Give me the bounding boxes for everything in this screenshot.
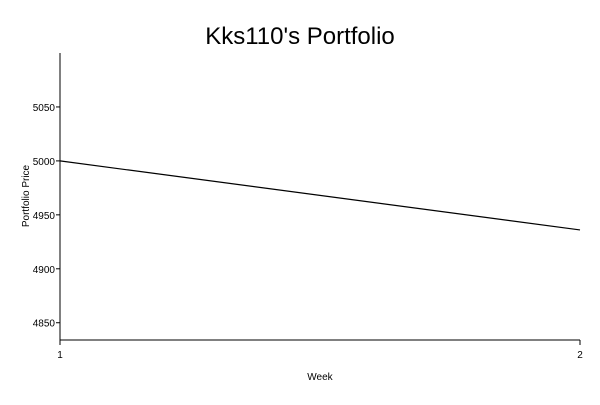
y-tick-label: 4900 (33, 265, 56, 276)
y-tick-label: 5000 (33, 157, 56, 168)
series-group (59, 160, 581, 231)
x-tick-label: 1 (57, 350, 63, 361)
y-tick-label: 4950 (33, 211, 56, 222)
x-tick-label: 2 (577, 350, 583, 361)
y-tick-label: 4850 (33, 319, 56, 330)
y-tick-label: 5050 (33, 103, 56, 114)
series-line (59, 160, 581, 231)
y-axis-ticks: 4850 4900 4950 5000 5050 (33, 103, 60, 330)
x-axis-label: Week (307, 372, 333, 383)
chart-title: Kks110's Portfolio (205, 23, 395, 50)
y-axis-label: Portfolio Price (21, 164, 32, 227)
